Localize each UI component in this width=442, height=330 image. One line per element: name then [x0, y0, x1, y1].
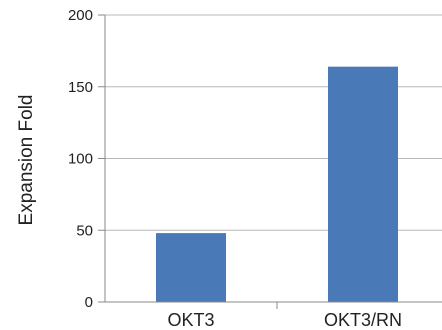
- bars: [156, 66, 398, 302]
- y-tick-label: 50: [76, 222, 93, 239]
- y-axis-title: Expansion Fold: [16, 95, 37, 226]
- y-tick-label: 200: [68, 7, 93, 24]
- bar-okt3-rn: [328, 66, 398, 302]
- x-tick-label: OKT3: [167, 310, 214, 330]
- y-tick-label: 150: [68, 79, 93, 96]
- x-tick-label: OKT3/RN: [324, 310, 402, 330]
- bar-okt3: [156, 233, 226, 302]
- y-tick-label: 0: [85, 294, 93, 311]
- y-tick-label: 100: [68, 151, 93, 168]
- labels: 0 50 100 150 200 OKT3 OKT3/RN: [68, 7, 402, 330]
- axes: [98, 14, 442, 309]
